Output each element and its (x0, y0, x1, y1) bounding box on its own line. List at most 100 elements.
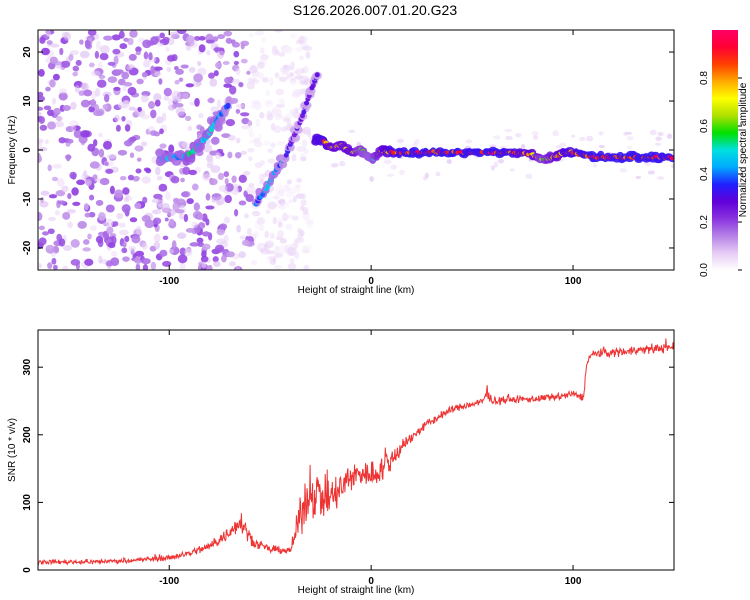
spectrogram-cell (274, 113, 284, 120)
spectrogram-cell (123, 140, 133, 147)
spectrogram-cell (70, 101, 77, 110)
spectrogram-cell (179, 263, 186, 270)
spectrogram-cell (277, 230, 284, 238)
spectrogram-cell (103, 35, 113, 41)
spectrogram-cell (188, 66, 196, 73)
spectrogram-cell (38, 146, 48, 152)
spectrogram-cell (267, 250, 276, 255)
spectrogram-cell (531, 131, 539, 136)
spectrogram-cell (121, 247, 128, 254)
spectrogram-cell (38, 153, 42, 163)
spectrogram-cell (446, 159, 452, 164)
spectrogram-cell (151, 198, 161, 204)
spectrogram-cell (118, 30, 125, 39)
spectrogram-cell (96, 79, 107, 88)
spectrogram-cell (124, 235, 130, 243)
spectrogram-cell (242, 170, 251, 176)
spectrogram-cell (224, 216, 230, 224)
spectrogram-cell (279, 238, 287, 244)
spectrogram-cell (233, 60, 240, 66)
spectrogram-cell (219, 223, 228, 230)
y-tick-label: 10 (22, 95, 33, 107)
spectrogram-cell (186, 198, 194, 205)
spectrogram-cell (49, 79, 56, 88)
spectrogram-cell (250, 64, 257, 71)
spectrogram-cell (45, 86, 51, 92)
spectrogram-cell (51, 97, 57, 105)
spectrogram-cell (88, 106, 95, 113)
spectrogram-y-label: Frequency (Hz) (7, 116, 18, 185)
spectrogram-cell (229, 97, 239, 104)
spectrogram-cell (89, 161, 100, 169)
spectrogram-cell (240, 150, 248, 155)
spectrogram-cell (185, 83, 195, 88)
spectrogram-cell (265, 209, 271, 215)
spectrogram-cell (264, 101, 274, 107)
spectrogram-cell (172, 202, 180, 212)
spectrogram-cell (38, 142, 42, 148)
spectrogram-cell (99, 177, 110, 186)
spectrogram-cell (80, 130, 90, 138)
spectrogram-cell (300, 199, 307, 206)
spectrogram-cell (272, 216, 277, 225)
spectrogram-cell (497, 158, 504, 164)
spectrogram-cell (299, 80, 309, 86)
spectrogram-cell (231, 78, 241, 84)
spectrogram-cell (205, 39, 215, 44)
spectrogram-cell (169, 218, 175, 226)
spectrogram-cell (240, 43, 245, 50)
spectrogram-cell (104, 94, 110, 103)
spectrogram-cell (185, 45, 192, 51)
spectrogram-cell (657, 131, 664, 137)
spectrogram-cell (70, 239, 80, 248)
spectrogram-cell (162, 260, 172, 267)
spectrogram-cell (132, 175, 140, 182)
y-tick-label: 0 (22, 147, 33, 153)
spectrogram-cell (278, 189, 285, 197)
spectrogram-cell (110, 257, 120, 266)
spectrogram-cell (300, 156, 307, 162)
snr-x-label: Height of straight line (km) (298, 585, 415, 596)
spectrogram-cell (214, 244, 225, 252)
spectrogram-cell (207, 264, 213, 270)
spectrogram-cell (249, 103, 257, 109)
spectrogram-cell (210, 106, 220, 113)
spectrogram-cell (174, 209, 185, 214)
spectrogram-cell (299, 205, 305, 212)
spectrogram-cell (666, 133, 673, 139)
spectrogram-cell (111, 34, 121, 41)
spectrogram-cell (278, 198, 286, 206)
spectrogram-cell (201, 243, 211, 250)
spectrogram-cell (216, 49, 225, 59)
spectrogram-cell (295, 67, 303, 76)
spectrogram-cell (213, 47, 223, 52)
spectrogram-cell (248, 156, 253, 162)
spectrogram-cell (83, 203, 89, 211)
spectrogram-cell (623, 131, 629, 136)
spectrogram-cell (233, 50, 240, 58)
spectrogram-cell (241, 117, 250, 125)
spectrogram-cell (87, 30, 97, 36)
spectrogram-cell (49, 56, 58, 65)
spectrogram-cell (150, 261, 157, 270)
spectrogram-cell (113, 221, 119, 227)
spectrogram-cell (235, 108, 241, 114)
spectrogram-cell (137, 106, 142, 112)
spectrogram-cell (52, 163, 63, 169)
spectrogram-cell (165, 191, 171, 201)
spectrogram-cell (88, 194, 95, 201)
spectrogram-cell (330, 163, 339, 168)
spectrogram-cell (193, 202, 200, 211)
spectrogram-cell (277, 98, 284, 104)
spectrogram-cell (669, 156, 674, 161)
spectrogram-cell (69, 50, 80, 56)
y-tick-label: 200 (22, 426, 33, 443)
spectrogram-cell (56, 178, 65, 187)
spectrogram-cell (102, 140, 113, 150)
spectrogram-cell (176, 232, 187, 240)
spectrogram-cell (206, 50, 211, 56)
spectrogram-cell (247, 148, 255, 153)
spectrogram-cell (181, 92, 189, 99)
spectrogram-cell (294, 107, 299, 114)
spectrogram-cell (143, 51, 149, 60)
